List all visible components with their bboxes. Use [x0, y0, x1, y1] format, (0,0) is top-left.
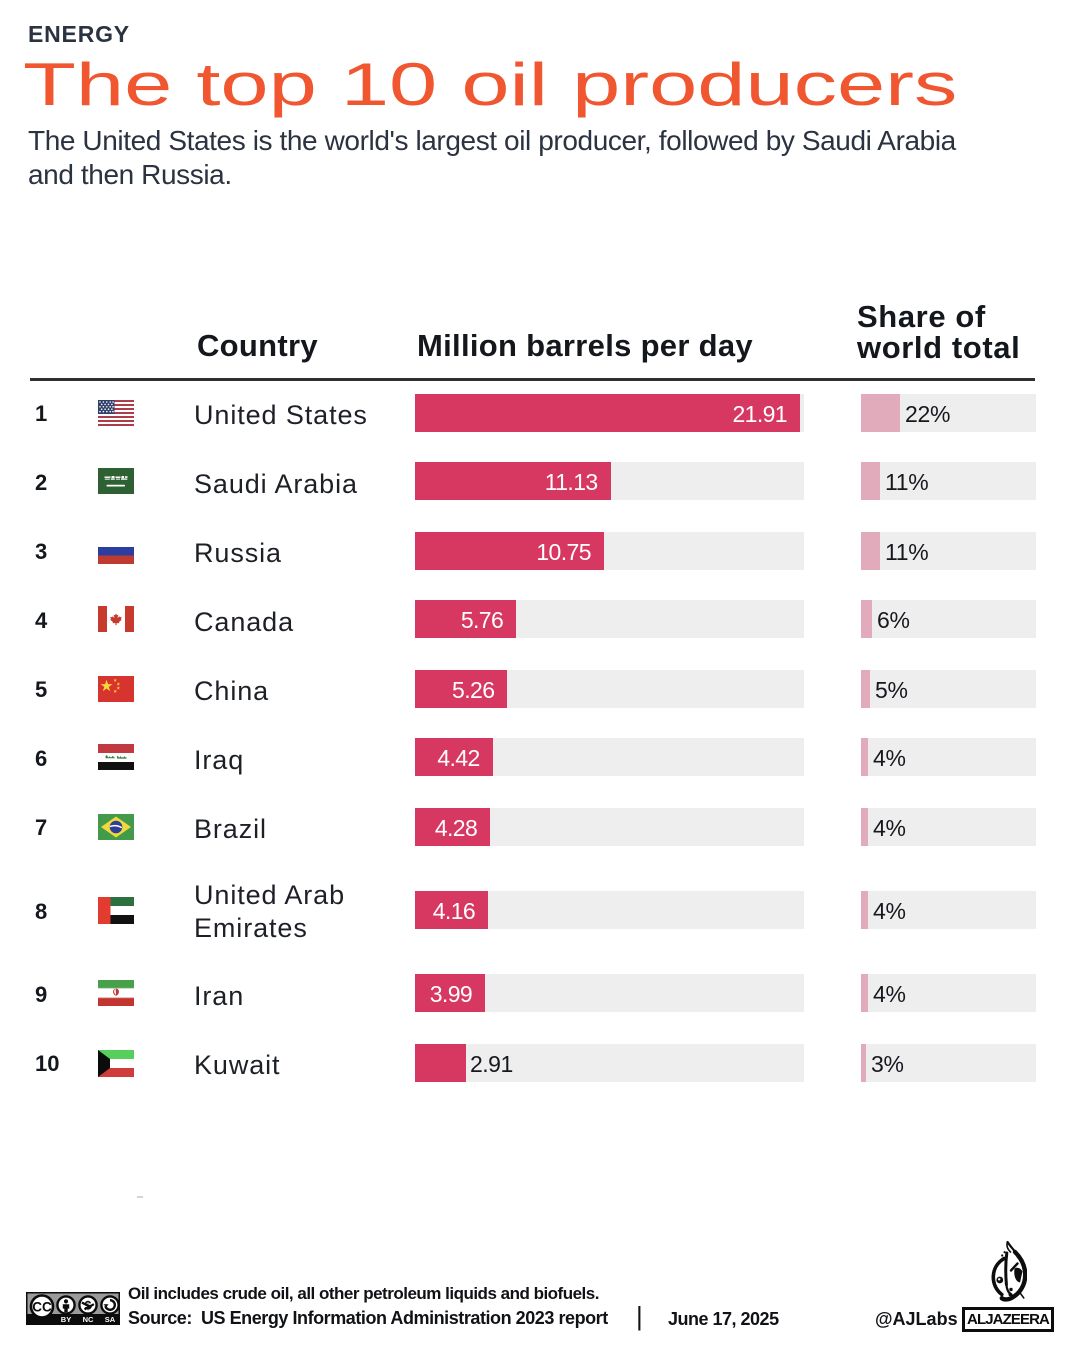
svg-text:$: $	[85, 1298, 92, 1312]
svg-text:BY: BY	[61, 1315, 71, 1324]
svg-text:SA: SA	[105, 1315, 116, 1324]
svg-text:CC: CC	[32, 1299, 52, 1314]
svg-text:NC: NC	[83, 1315, 94, 1324]
